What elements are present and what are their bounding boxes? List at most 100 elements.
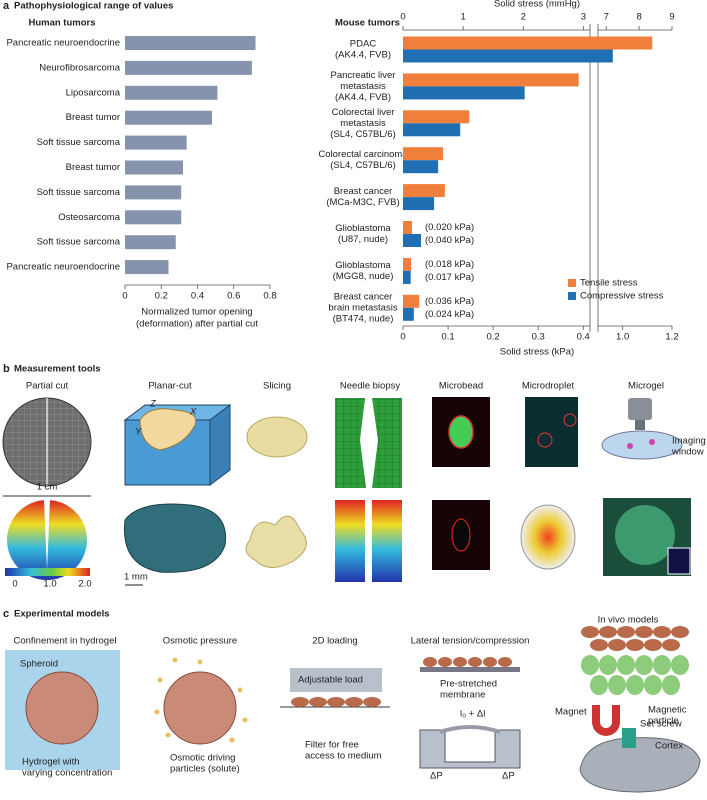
category-label: metastasis: [340, 118, 386, 129]
panel-title: Experimental models: [14, 609, 110, 620]
x-tick-label: 1.2: [665, 332, 678, 343]
category-label: (AK4.4, FVB): [335, 92, 391, 103]
category-label: (U87, nude): [338, 234, 388, 245]
category-label: Pancreatic neuroendocrine: [6, 38, 120, 49]
x2-tick-label: 8: [636, 12, 641, 23]
x-tick-label: 1.0: [616, 332, 629, 343]
imaging-label: Imaging: [672, 436, 706, 447]
bar: [403, 234, 422, 247]
value-label: (0.020 kPa): [425, 222, 474, 233]
x-tick-label: 0.2: [155, 291, 168, 302]
annotation: varying concentration: [22, 768, 112, 779]
x2-tick-label: 0: [400, 12, 405, 23]
bar: [125, 260, 169, 275]
bar: [125, 235, 176, 250]
category-label: Pancreatic liver: [331, 70, 396, 81]
bar: [125, 36, 256, 50]
annotation: Magnet: [555, 707, 587, 718]
category-label: metastasis: [340, 81, 386, 92]
panel-title: Pathophysiological range of values: [14, 1, 173, 12]
annotation: particle: [648, 716, 679, 727]
category-label: (SL4, C57BL/6): [330, 129, 395, 140]
bar: [403, 184, 445, 198]
category-label: (AK4.4, FVB): [335, 50, 391, 61]
legend-label: Compressive stress: [580, 291, 664, 302]
bar: [125, 185, 182, 200]
chart-heading: Human tumors: [28, 18, 95, 29]
x-tick-label: 0.6: [227, 291, 240, 302]
category-label: (MGG8, nude): [333, 271, 394, 282]
bar: [403, 123, 461, 137]
bar: [403, 221, 413, 234]
category-label: Soft tissue sarcoma: [37, 237, 121, 248]
annotation: Hydrogel with: [22, 757, 80, 768]
category-label: (SL4, C57BL/6): [330, 160, 395, 171]
x-axis-label: Solid stress (kPa): [500, 347, 574, 358]
bar: [403, 86, 525, 100]
x-tick-label: 0: [122, 291, 127, 302]
model-title: 2D loading: [312, 636, 357, 647]
bar: [403, 307, 414, 321]
x-tick-label: 0.2: [487, 332, 500, 343]
legend-label: Tensile stress: [580, 278, 638, 289]
bar: [403, 270, 411, 284]
category-label: Breast tumor: [66, 112, 120, 123]
bar: [403, 36, 653, 50]
axis-letter: X: [189, 407, 197, 418]
x-tick-label: 0.4: [577, 332, 590, 343]
category-label: Breast cancer: [334, 186, 393, 197]
legend-swatch: [568, 279, 576, 287]
x-tick-label: 0.3: [532, 332, 545, 343]
model-title: Lateral tension/compression: [411, 636, 530, 647]
annotation: Cortex: [655, 741, 683, 752]
x2-tick-label: 9: [669, 12, 674, 23]
scale-label: 1 cm: [37, 482, 58, 493]
annotation: ΔP: [502, 771, 515, 782]
value-label: (0.024 kPa): [425, 309, 474, 320]
panel-title: Measurement tools: [14, 364, 101, 375]
x2-tick-label: 2: [521, 12, 526, 23]
bar: [403, 49, 613, 63]
x2-axis-label: Solid stress (mmHg): [494, 0, 580, 10]
colorbar-label: 1.0: [43, 579, 56, 590]
panel-label: b: [3, 363, 10, 375]
x2-tick-label: 3: [581, 12, 586, 23]
bar: [125, 210, 182, 225]
category-label: PDAC: [350, 39, 377, 50]
category-label: Soft tissue sarcoma: [37, 137, 121, 148]
x-tick-label: 0.1: [441, 332, 454, 343]
category-label: Colorectal liver: [332, 107, 395, 118]
tool-title: Needle biopsy: [340, 381, 400, 392]
bar: [403, 110, 470, 124]
value-label: (0.018 kPa): [425, 259, 474, 270]
tool-title: Microbead: [439, 381, 483, 392]
axis-letter: Y: [135, 427, 142, 438]
colorbar-label: 0: [12, 579, 17, 590]
bar: [125, 60, 252, 75]
scale-label: 1 mm: [124, 572, 148, 583]
model-title: In vivo models: [598, 615, 659, 626]
value-label: (0.040 kPa): [425, 235, 474, 246]
annotation: Filter for free: [305, 740, 359, 751]
bar: [403, 147, 444, 161]
category-label: Breast cancer: [334, 291, 393, 302]
tool-title: Planar-cut: [148, 381, 192, 392]
annotation: Spheroid: [20, 659, 58, 670]
bar: [125, 85, 218, 100]
category-label: (BT474, nude): [333, 313, 394, 324]
bar: [125, 110, 212, 125]
bar: [403, 257, 412, 271]
annotation: Osmotic driving: [170, 753, 235, 764]
x2-tick-label: 1: [460, 12, 465, 23]
annotation: ΔP: [430, 771, 443, 782]
x-axis-label: Normalized tumor opening: [141, 307, 252, 318]
category-label: Liposarcoma: [66, 87, 121, 98]
bar: [125, 135, 187, 150]
panel-label: c: [3, 608, 9, 620]
x2-tick-label: 7: [604, 12, 609, 23]
model-drawings: [5, 626, 701, 793]
value-label: (0.036 kPa): [425, 296, 474, 307]
category-label: Neurofibrosarcoma: [39, 62, 120, 73]
model-title: Confinement in hydrogel: [14, 636, 117, 647]
